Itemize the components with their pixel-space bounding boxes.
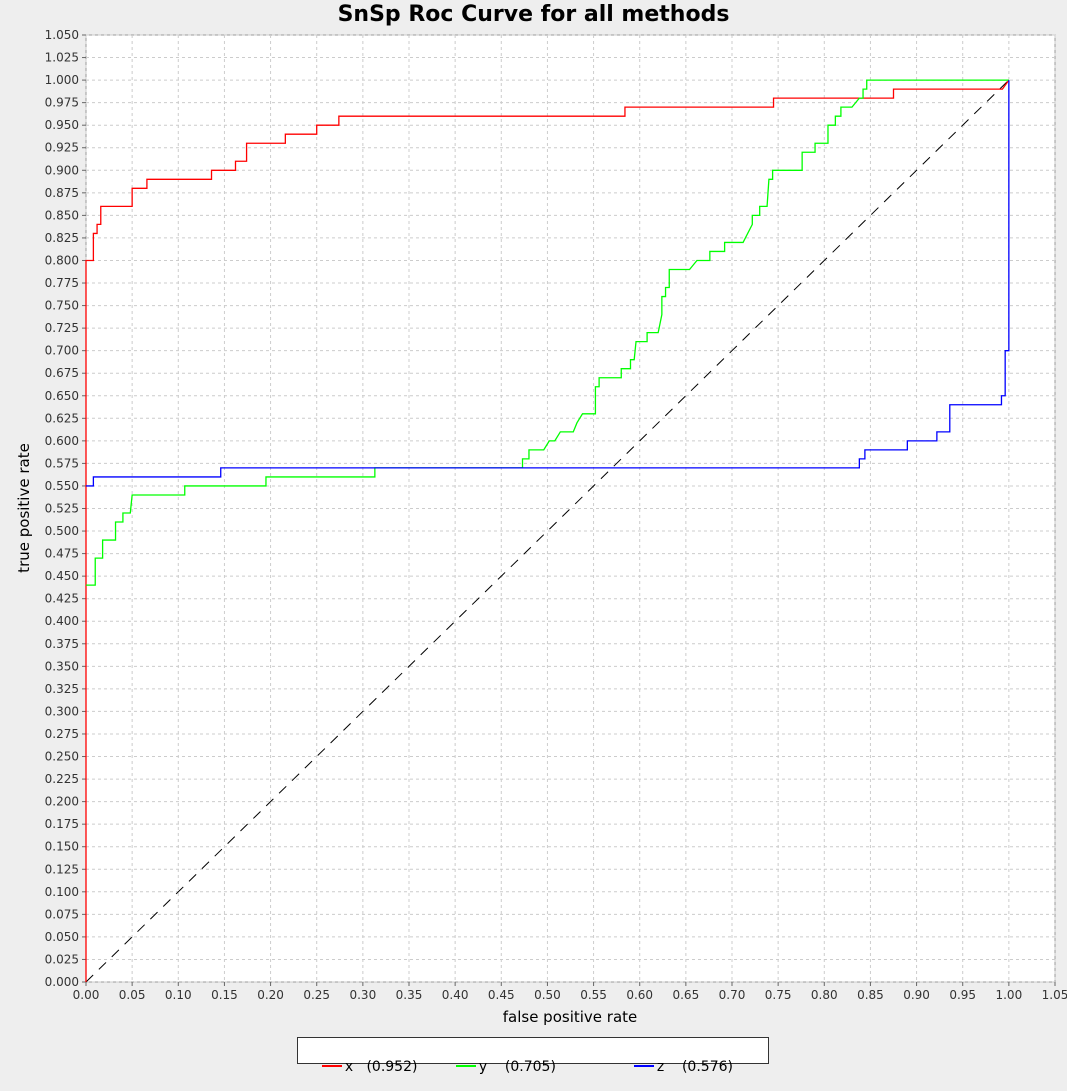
y-tick-label: 0.025 [45,952,79,966]
legend-label-x: x (0.952) [344,1059,418,1075]
y-tick-label: 0.275 [45,727,79,741]
y-tick-label: 0.100 [45,885,79,899]
x-tick-label: 1.00 [995,988,1022,1002]
y-tick-label: 0.175 [45,817,79,831]
y-tick-label: 1.025 [45,51,79,65]
y-tick-label: 0.200 [45,795,79,809]
y-tick-label: 0.225 [45,772,79,786]
x-tick-label: 0.45 [488,988,515,1002]
series-line-x [85,79,1010,982]
x-tick-label: 0.35 [396,988,423,1002]
x-tick-label: 0.30 [349,988,376,1002]
y-tick-label: 0.400 [45,614,79,628]
grid-lines [85,34,1056,983]
y-tick-label: 1.050 [45,28,79,42]
y-tick-label: 0.525 [45,502,79,516]
y-tick-label: 0.625 [45,411,79,425]
legend-swatch-y [455,1065,476,1067]
y-tick-label: 0.850 [45,208,79,222]
x-tick-label: 0.05 [119,988,146,1002]
series-line-y [86,79,1009,586]
y-tick-label: 0.975 [45,96,79,110]
x-tick-label: 0.75 [765,988,792,1002]
y-tick-label: 0.325 [45,682,79,696]
x-tick-label: 0.25 [303,988,330,1002]
y-tick-label: 0.050 [45,930,79,944]
x-tick-label: 0.85 [857,988,884,1002]
y-axis-ticks: 0.000 0.025 0.050 0.075 0.100 0.125 0.150 0.175… [45,28,86,989]
y-tick-label: 0.600 [45,434,79,448]
x-tick-label: 0.60 [626,988,653,1002]
x-tick-label: 1.05 [1042,988,1067,1002]
legend-label-z: z (0.576) [656,1059,733,1075]
y-tick-label: 0.800 [45,253,79,267]
x-tick-label: 0.10 [165,988,192,1002]
x-axis-label: false positive rate [503,1008,638,1026]
y-tick-label: 0.150 [45,840,79,854]
legend-item-z: z (0.576) [616,1043,733,1091]
y-tick-label: 0.825 [45,231,79,245]
y-tick-label: 0.300 [45,704,79,718]
y-tick-label: 0.675 [45,366,79,380]
y-tick-label: 0.700 [45,344,79,358]
y-tick-label: 0.425 [45,592,79,606]
y-tick-label: 0.075 [45,907,79,921]
series-line-z [86,80,1010,487]
series-group [85,79,1010,982]
y-axis-label: true positive rate [15,443,33,573]
y-tick-label: 0.500 [45,524,79,538]
y-tick-label: 0.350 [45,659,79,673]
x-tick-label: 0.50 [534,988,561,1002]
x-tick-label: 0.55 [580,988,607,1002]
x-tick-label: 0.90 [903,988,930,1002]
y-tick-label: 0.750 [45,299,79,313]
legend-swatch-z [633,1065,654,1067]
y-tick-label: 0.875 [45,186,79,200]
x-tick-label: 0.80 [811,988,838,1002]
roc-chart: 0.00 0.05 0.10 0.15 0.20 0.25 0.30 0.35 0.40 0.45… [15,28,1067,1026]
legend-swatch-x [321,1065,342,1067]
y-tick-label: 0.250 [45,750,79,764]
x-tick-label: 0.40 [442,988,469,1002]
chart-title: SnSp Roc Curve for all methods [337,2,730,27]
x-tick-label: 0.15 [211,988,238,1002]
y-tick-label: 0.550 [45,479,79,493]
y-tick-label: 0.000 [45,975,79,989]
y-tick-label: 0.925 [45,141,79,155]
y-tick-label: 0.475 [45,547,79,561]
y-tick-label: 0.575 [45,456,79,470]
y-tick-label: 0.775 [45,276,79,290]
y-tick-label: 0.950 [45,118,79,132]
x-tick-label: 0.65 [672,988,699,1002]
y-tick-label: 1.000 [45,73,79,87]
legend: x (0.952) y (0.705) z (0.576) [297,1037,769,1075]
legend-label-y: y (0.705) [478,1059,556,1075]
legend-item-x: x (0.952) [304,1043,417,1091]
y-tick-label: 0.725 [45,321,79,335]
y-tick-label: 0.650 [45,389,79,403]
x-axis-ticks: 0.00 0.05 0.10 0.15 0.20 0.25 0.30 0.35 0.40 0.45… [73,982,1067,1002]
legend-item-y: y (0.705) [438,1043,556,1091]
y-tick-label: 0.375 [45,637,79,651]
x-tick-label: 0.70 [719,988,746,1002]
x-tick-label: 0.95 [949,988,976,1002]
y-tick-label: 0.125 [45,862,79,876]
x-tick-label: 0.00 [73,988,100,1002]
y-tick-label: 0.450 [45,569,79,583]
y-tick-label: 0.900 [45,163,79,177]
x-tick-label: 0.20 [257,988,284,1002]
